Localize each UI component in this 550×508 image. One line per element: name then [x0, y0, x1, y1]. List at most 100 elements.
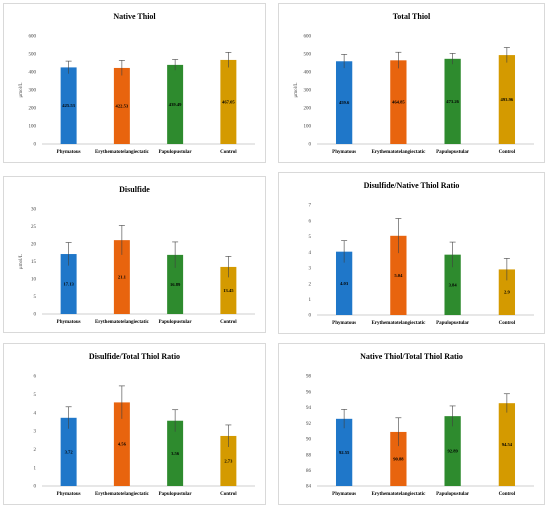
category-label: Control	[499, 321, 516, 326]
bar	[444, 254, 461, 315]
bar	[444, 58, 461, 144]
bar	[390, 60, 407, 145]
y-tick-label: 400	[304, 71, 312, 76]
category-label: Papulopustular	[436, 321, 470, 326]
y-tick-label: 2	[34, 448, 37, 453]
bar	[498, 403, 516, 486]
chart-disulfide: Disulfide 0 5 10 15 20 25 30 μmol/L 17.13 Phymatou…	[3, 176, 266, 333]
bar	[167, 64, 184, 144]
y-tick-label: 1	[309, 298, 312, 303]
y-tick-label: 30	[31, 208, 37, 213]
chart-svg: Native Thiol/Total Thiol Ratio 84 86 88 90 92…	[306, 352, 534, 497]
bar	[113, 240, 130, 314]
y-tick-label: 600	[29, 35, 37, 40]
data-label: 5.04	[394, 273, 403, 278]
y-axis-label: μmol/L	[294, 83, 299, 98]
data-label: 439.49	[169, 102, 182, 107]
data-label: 4.56	[118, 442, 127, 447]
category-label: Control	[220, 150, 237, 155]
data-label: 3.56	[171, 451, 180, 456]
data-label: 17.13	[63, 282, 74, 287]
y-axis-label: μmol/L	[19, 83, 24, 98]
category-label: Papulopustular	[159, 320, 193, 325]
y-tick-label: 96	[306, 390, 312, 395]
bar	[390, 431, 407, 486]
y-tick-label: 600	[304, 35, 312, 40]
y-tick-label: 10	[31, 278, 37, 283]
category-label: Phymatous	[57, 492, 81, 497]
chart-title: Disulfide/Native Thiol Ratio	[364, 181, 460, 190]
y-tick-label: 200	[29, 107, 37, 112]
y-tick-label: 0	[34, 485, 37, 490]
category-label: Erythematotelangiectatic	[95, 150, 150, 155]
bar	[60, 67, 77, 144]
category-label: Control	[220, 320, 237, 325]
y-tick-label: 100	[304, 125, 312, 130]
data-label: 425.53	[62, 103, 75, 108]
category-label: Papulopustular	[159, 492, 193, 497]
y-tick-label: 400	[29, 71, 37, 76]
y-tick-label: 15	[31, 260, 37, 265]
y-axis-label: μmol/L	[19, 254, 24, 269]
bar	[220, 435, 237, 486]
y-tick-label: 90	[306, 438, 312, 443]
y-tick-label: 200	[304, 107, 312, 112]
chart-native-total-ratio: Native Thiol/Total Thiol Ratio 84 86 88 90 92…	[278, 343, 545, 505]
data-label: 467.05	[222, 99, 235, 104]
y-tick-label: 6	[309, 219, 312, 224]
bar	[498, 55, 516, 144]
category-label: Control	[499, 492, 516, 497]
chart-title: Disulfide/Total Thiol Ratio	[89, 352, 180, 361]
data-label: 3.72	[65, 449, 74, 454]
category-label: Papulopustular	[436, 150, 470, 155]
data-label: 94.54	[502, 442, 513, 447]
y-tick-label: 0	[34, 313, 37, 318]
y-tick-label: 6	[34, 375, 37, 380]
category-label: Papulopustular	[159, 150, 193, 155]
category-label: Papulopustular	[436, 492, 470, 497]
bar	[498, 269, 516, 315]
data-label: 90.88	[393, 456, 404, 461]
y-tick-label: 86	[306, 469, 312, 474]
y-tick-label: 94	[306, 406, 312, 411]
chart-disulfide-total-ratio: Disulfide/Total Thiol Ratio 0 1 2 3 4 5 6 3.72 Ph…	[3, 343, 266, 505]
y-tick-label: 0	[34, 143, 37, 148]
bar	[390, 235, 407, 315]
bar	[220, 59, 237, 144]
chart-svg: Native Thiol 0 100 200 300 400 500 600 μmol/L 425…	[19, 12, 255, 155]
y-tick-label: 3	[34, 430, 37, 435]
category-label: Phymatous	[332, 492, 356, 497]
chart-title: Total Thiol	[393, 12, 431, 21]
data-label: 92.89	[447, 449, 458, 454]
bar	[167, 420, 184, 486]
chart-title: Disulfide	[119, 185, 150, 194]
y-tick-label: 500	[29, 53, 37, 58]
category-label: Phymatous	[57, 150, 81, 155]
y-tick-label: 300	[304, 89, 312, 94]
category-label: Control	[499, 150, 516, 155]
bar	[167, 254, 184, 314]
y-tick-label: 98	[306, 375, 312, 380]
category-label: Control	[220, 492, 237, 497]
data-label: 422.53	[116, 103, 129, 108]
y-tick-label: 2	[309, 282, 312, 287]
chart-native-thiol: Native Thiol 0 100 200 300 400 500 600 μmol/L 425…	[3, 3, 266, 163]
data-label: 3.84	[449, 282, 458, 287]
y-tick-label: 0	[309, 143, 312, 148]
bar	[60, 417, 77, 486]
chart-svg: Disulfide/Native Thiol Ratio 0 1 2 3 4 5 6 7 4.03…	[309, 181, 534, 326]
data-label: 13.45	[223, 288, 234, 293]
data-label: 473.26	[446, 99, 459, 104]
y-tick-label: 4	[34, 411, 37, 416]
category-label: Erythematotelangiectatic	[95, 320, 150, 325]
y-tick-label: 1	[34, 466, 37, 471]
category-label: Phymatous	[332, 321, 356, 326]
y-tick-label: 500	[304, 53, 312, 58]
y-tick-label: 5	[34, 295, 37, 300]
y-tick-label: 20	[31, 243, 37, 248]
chart-title: Native Thiol/Total Thiol Ratio	[360, 352, 463, 361]
data-label: 2.9	[504, 290, 510, 295]
y-tick-label: 84	[306, 485, 312, 490]
chart-svg: Disulfide/Total Thiol Ratio 0 1 2 3 4 5 6 3.72 Ph…	[34, 352, 255, 497]
chart-title: Native Thiol	[113, 12, 156, 21]
